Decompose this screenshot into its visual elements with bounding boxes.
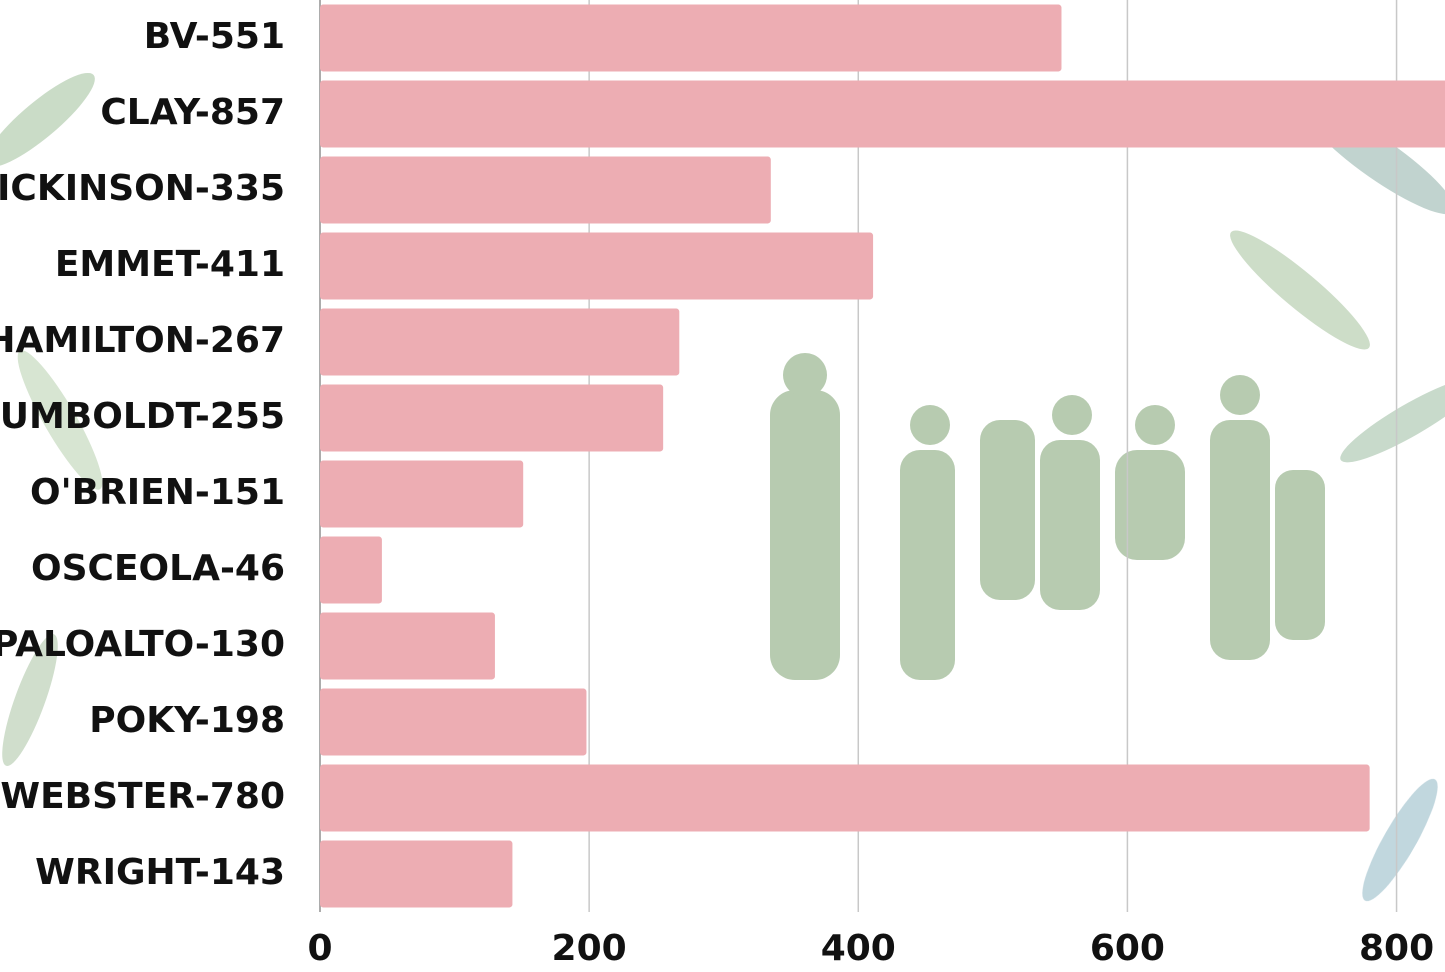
y-tick-label: HAMILTON-267 [0,320,285,361]
leaf [1230,230,1370,350]
leaf [17,350,103,490]
silhouette [1135,405,1175,445]
bar [320,232,874,300]
y-tick-label: BV-551 [144,16,285,57]
bar [320,384,664,452]
bar [320,688,587,756]
leaf [0,72,95,168]
silhouette [1115,450,1185,560]
silhouette [1275,470,1325,640]
bars [320,4,1445,908]
y-tick-label: CLAY-857 [100,92,285,133]
x-tick-label: 200 [552,928,627,969]
y-tick-label: HUMBOLDT-255 [0,396,285,437]
bar [320,764,1370,832]
bar [320,156,771,224]
leaf [1362,778,1438,902]
x-tick-label: 600 [1090,928,1165,969]
silhouette [1040,440,1100,610]
silhouette [910,405,950,445]
x-tick-label: 800 [1359,928,1434,969]
bar [320,4,1062,72]
y-tick-label: PALOALTO-130 [0,624,285,665]
silhouette [783,353,827,397]
silhouettes [770,353,1325,680]
bar [320,536,382,604]
y-tick-label: O'BRIEN-151 [30,472,285,513]
silhouette [1220,375,1260,415]
y-tick-label: DICKINSON-335 [0,168,285,209]
x-tick-label: 0 [307,928,332,969]
bar [320,612,495,680]
silhouette [900,450,955,680]
bar [320,840,513,908]
grid [319,0,1398,912]
bar [320,460,524,528]
labels: 0 200 400 600 800 BV-551 CLAY-857 DICKINSON-335… [0,16,1434,969]
silhouette [1210,420,1270,660]
y-tick-label: EMMET-411 [55,244,285,285]
y-tick-label: POKY-198 [89,700,285,741]
silhouette [1052,395,1092,435]
y-tick-label: WRIGHT-143 [35,852,285,893]
leaf [1340,377,1445,463]
bar [320,308,680,376]
leaf [2,634,58,766]
y-tick-label: WEBSTER-780 [0,776,285,817]
x-tick-label: 400 [821,928,896,969]
silhouette [770,390,840,680]
bar [320,80,1445,148]
silhouette [980,420,1035,600]
y-tick-label: OSCEOLA-46 [31,548,285,589]
